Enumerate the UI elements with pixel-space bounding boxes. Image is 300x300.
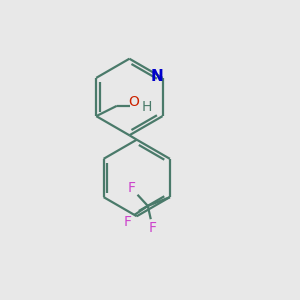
Text: N: N [151,69,164,84]
Text: F: F [123,215,131,229]
Text: H: H [142,100,152,114]
Text: F: F [148,221,156,235]
Text: F: F [128,181,136,195]
Text: O: O [128,95,139,109]
